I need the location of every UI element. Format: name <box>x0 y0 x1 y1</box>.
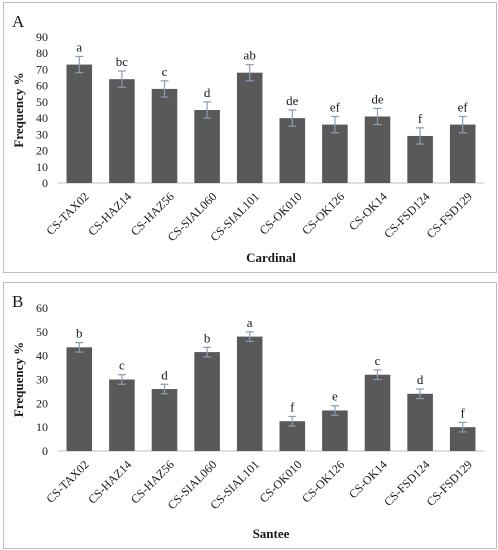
significance-letter: de <box>286 93 299 108</box>
bar-cs-fsd129 <box>449 124 476 183</box>
significance-letter: b <box>204 330 211 345</box>
significance-letter: c <box>162 64 168 79</box>
bar-cs-fsd129 <box>449 427 476 451</box>
x-axis-title: Santee <box>253 526 290 541</box>
y-tick-label: 50 <box>36 325 48 339</box>
y-tick-label: 40 <box>36 111 48 125</box>
y-tick-label: 0 <box>42 444 48 458</box>
y-tick-label: 90 <box>36 30 48 44</box>
significance-letter: d <box>204 85 211 100</box>
bar-cs-haz14 <box>109 379 135 451</box>
significance-letter: f <box>418 111 423 126</box>
y-tick-label: 20 <box>36 396 48 410</box>
significance-letter: de <box>371 91 384 106</box>
significance-letter: ef <box>330 99 341 114</box>
y-tick-label: 30 <box>36 373 48 387</box>
y-tick-label: 60 <box>36 301 48 315</box>
bar-cs-haz56 <box>151 389 178 451</box>
significance-letter: a <box>76 39 82 54</box>
significance-letter: c <box>119 358 125 373</box>
bar-cs-sial101 <box>236 72 263 183</box>
significance-letter: d <box>161 367 168 382</box>
x-tick-label: CS-OK010 <box>257 189 305 237</box>
bar-cs-sial101 <box>236 336 263 451</box>
bar-cs-ok126 <box>322 410 348 451</box>
y-tick-label: 70 <box>36 62 48 76</box>
bar-cs-fsd124 <box>407 393 433 451</box>
x-tick-label: CS-OK14 <box>346 457 390 501</box>
significance-letter: f <box>290 399 295 414</box>
y-axis-title: Frequency % <box>11 342 26 417</box>
x-tick-label: CS-OK126 <box>299 457 347 505</box>
bar-cs-ok14 <box>364 116 391 183</box>
panel-label: A <box>12 12 25 31</box>
x-tick-label: CS-HAZ14 <box>85 189 134 238</box>
significance-letter: bc <box>116 54 129 69</box>
y-tick-label: 10 <box>36 420 48 434</box>
bar-cs-tax02 <box>66 347 93 451</box>
significance-letter: d <box>417 372 424 387</box>
significance-letter: ab <box>244 48 256 63</box>
x-tick-label: CS-OK126 <box>299 189 347 237</box>
significance-letter: e <box>332 389 338 404</box>
chart-panel-santee: B Frequency % 0 10 20 30 40 50 60 b CS-TAX02 c CS-HA… <box>3 282 497 549</box>
y-tick-label: 50 <box>36 95 48 109</box>
bar-cs-haz56 <box>151 88 178 183</box>
chart-cardinal: A Frequency % 0 10 20 30 40 50 60 70 80 90 a CS-TAX02… <box>11 12 484 265</box>
x-tick-label: CS-FSD129 <box>424 189 475 240</box>
bar-cs-tax02 <box>66 64 93 183</box>
y-tick-label: 60 <box>36 79 48 93</box>
y-axis-title: Frequency % <box>11 72 26 147</box>
x-tick-label: CS-OK14 <box>346 189 390 233</box>
y-tick-label: 80 <box>36 46 48 60</box>
panel-label: B <box>12 292 23 311</box>
x-tick-label: CS-TAX02 <box>43 457 91 505</box>
bar-cs-ok126 <box>322 124 348 183</box>
bar-cs-haz14 <box>109 79 135 183</box>
x-tick-label: CS-FSD129 <box>424 457 475 508</box>
bar-cs-ok010 <box>279 118 306 183</box>
bar-cs-sial060 <box>194 352 220 451</box>
x-tick-label: CS-OK010 <box>257 457 305 505</box>
bar-cs-ok14 <box>364 374 391 451</box>
significance-letter: f <box>461 405 466 420</box>
y-tick-label: 30 <box>36 127 48 141</box>
x-tick-label: CS-HAZ14 <box>85 457 134 506</box>
y-tick-label: 40 <box>36 349 48 363</box>
y-tick-label: 0 <box>42 176 48 190</box>
chart-santee: B Frequency % 0 10 20 30 40 50 60 b CS-TAX02 c CS-HA… <box>11 292 484 541</box>
significance-letter: c <box>375 353 381 368</box>
significance-letter: ef <box>458 99 469 114</box>
x-axis-title: Cardinal <box>246 250 296 265</box>
bar-cs-sial060 <box>194 110 220 183</box>
chart-panel-cardinal: A Frequency % 0 10 20 30 40 50 60 70 80 90 a CS-TAX02… <box>3 2 497 273</box>
significance-letter: b <box>76 326 83 341</box>
y-tick-label: 10 <box>36 160 48 174</box>
significance-letter: a <box>247 315 253 330</box>
y-tick-label: 20 <box>36 144 48 158</box>
x-tick-label: CS-TAX02 <box>43 189 91 237</box>
